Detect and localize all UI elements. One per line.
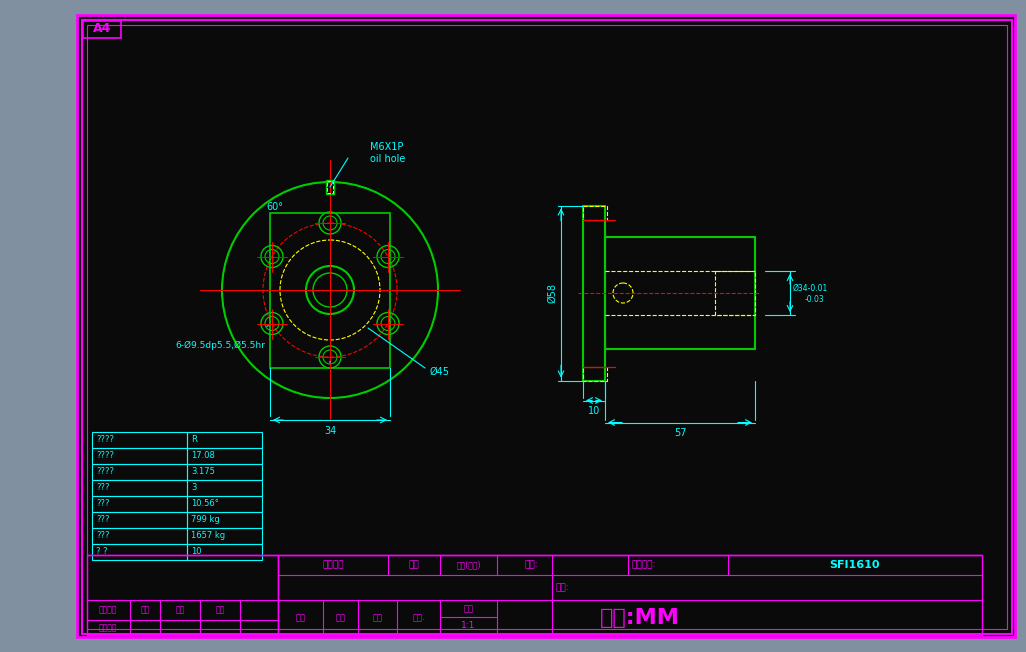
Text: 10.56°: 10.56° xyxy=(191,499,219,509)
Text: SFI1610: SFI1610 xyxy=(830,560,880,570)
Bar xyxy=(187,512,262,528)
Bar xyxy=(278,555,982,635)
Text: 799 kg: 799 kg xyxy=(191,516,220,524)
Text: 绘图: 绘图 xyxy=(295,613,306,622)
Bar xyxy=(92,448,187,464)
Text: 审核: 审核 xyxy=(372,613,383,622)
Text: 60°: 60° xyxy=(267,202,283,212)
Text: 比例: 比例 xyxy=(464,604,474,613)
Bar xyxy=(187,528,262,544)
Bar xyxy=(92,480,187,496)
Text: 57: 57 xyxy=(674,428,686,439)
Text: 数量(单台): 数量(单台) xyxy=(457,561,481,569)
Text: ???: ??? xyxy=(96,531,110,541)
Text: 3.175: 3.175 xyxy=(191,467,214,477)
Text: ????: ???? xyxy=(96,436,114,445)
Bar xyxy=(187,448,262,464)
Text: M6X1P: M6X1P xyxy=(370,142,403,152)
Bar xyxy=(270,213,390,368)
Text: 34: 34 xyxy=(324,426,337,436)
Text: Ø58: Ø58 xyxy=(547,283,557,303)
Text: 材料:: 材料: xyxy=(556,583,569,592)
Bar xyxy=(87,25,1007,629)
Text: ????: ???? xyxy=(96,467,114,477)
Bar xyxy=(187,480,262,496)
Text: R: R xyxy=(191,436,197,445)
Text: 6-Ø9.5dp5.5,Ø5.5hr: 6-Ø9.5dp5.5,Ø5.5hr xyxy=(175,340,265,349)
Text: A4: A4 xyxy=(92,23,111,35)
Bar xyxy=(605,237,755,349)
Text: Ø45: Ø45 xyxy=(430,367,450,377)
Bar xyxy=(87,555,278,635)
Bar xyxy=(92,496,187,512)
Text: 更改标记: 更改标记 xyxy=(98,606,117,614)
Text: ???: ??? xyxy=(96,484,110,492)
Text: 客户确认: 客户确认 xyxy=(98,623,117,632)
Text: 客户名称: 客户名称 xyxy=(322,561,344,569)
Text: 日期: 日期 xyxy=(175,606,185,614)
Bar xyxy=(583,205,607,220)
Text: 签名: 签名 xyxy=(215,606,225,614)
Text: 1657 kg: 1657 kg xyxy=(191,531,225,541)
Text: 17.08: 17.08 xyxy=(191,451,214,460)
Bar xyxy=(83,21,121,38)
Text: 设计: 设计 xyxy=(336,613,346,622)
Text: 处数: 处数 xyxy=(141,606,150,614)
Text: 视角.: 视角. xyxy=(412,613,425,622)
Bar xyxy=(187,432,262,448)
Bar xyxy=(583,205,605,381)
Bar xyxy=(92,464,187,480)
Bar xyxy=(327,181,333,193)
Text: 日期: 日期 xyxy=(408,561,420,569)
Bar xyxy=(583,366,607,381)
Text: ???: ??? xyxy=(96,516,110,524)
Text: 参考图号:: 参考图号: xyxy=(632,561,657,569)
Text: ????: ???? xyxy=(96,451,114,460)
Text: Ø34-0.01: Ø34-0.01 xyxy=(793,284,828,293)
Bar xyxy=(187,544,262,560)
Bar xyxy=(326,180,334,194)
Bar xyxy=(92,528,187,544)
Text: ? ?: ? ? xyxy=(96,548,108,557)
Text: 10: 10 xyxy=(588,406,600,417)
Bar xyxy=(92,512,187,528)
Text: 3: 3 xyxy=(191,484,196,492)
Bar xyxy=(187,464,262,480)
Text: 型号:: 型号: xyxy=(524,561,538,569)
Text: -0.03: -0.03 xyxy=(805,295,825,304)
Text: ???: ??? xyxy=(96,499,110,509)
Bar xyxy=(92,544,187,560)
Text: 10: 10 xyxy=(191,548,201,557)
Text: 1:1: 1:1 xyxy=(462,621,476,630)
Text: oil hole: oil hole xyxy=(370,154,405,164)
Bar xyxy=(715,271,755,315)
Bar xyxy=(187,496,262,512)
Text: 单位:MM: 单位:MM xyxy=(600,608,680,627)
Bar xyxy=(92,432,187,448)
